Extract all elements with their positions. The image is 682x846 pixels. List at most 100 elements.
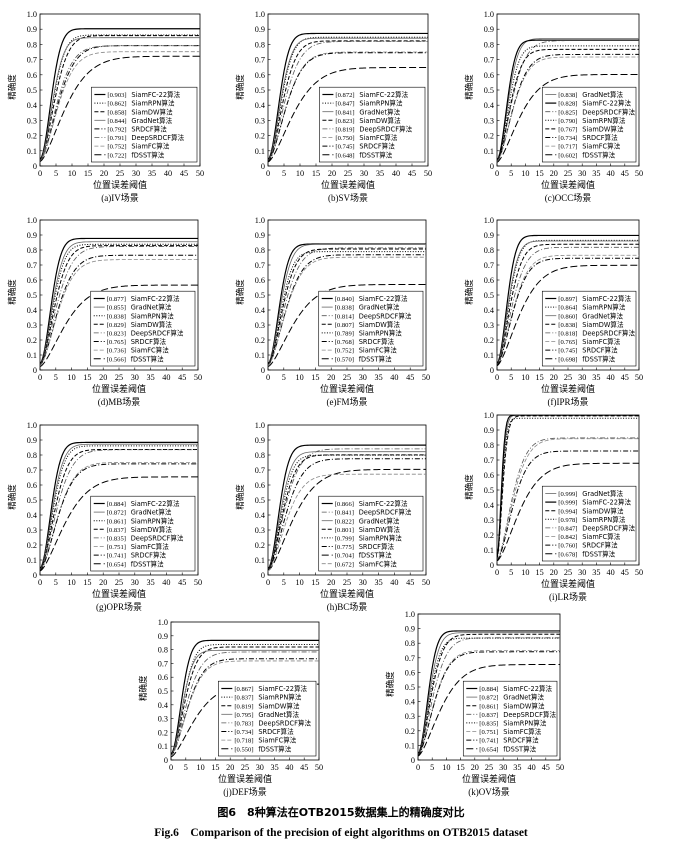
- series-line: [418, 637, 560, 756]
- x-tick-label: 30: [499, 763, 507, 772]
- legend-value-label: [0.765]: [107, 339, 126, 346]
- x-tick-label: 30: [360, 169, 368, 178]
- series-line: [40, 35, 200, 162]
- x-tick-label: 0: [495, 169, 499, 178]
- x-tick-label: 30: [256, 763, 264, 772]
- chart-panel-9: 0 0.1 0.2 0.3 0.4 0.5 0.6 0.7 0.8 0.9 1.0 0 5 10 15 20 2…: [464, 411, 643, 602]
- legend-value-label: [0.717]: [558, 144, 577, 151]
- y-tick-label: 0: [490, 561, 494, 570]
- y-tick-label: 0.2: [27, 541, 37, 550]
- legend-value-label: [0.847]: [335, 101, 354, 108]
- x-tick-label: 25: [564, 169, 572, 178]
- x-axis-label: 位置误差阈值: [320, 383, 374, 395]
- x-tick-label: 40: [390, 373, 398, 382]
- chart-panel-6: 0 0.1 0.2 0.3 0.4 0.5 0.6 0.7 0.8 0.9 1.0 0 5 10 15 20 2…: [464, 216, 643, 407]
- chart-panel-7: 0 0.1 0.2 0.3 0.4 0.5 0.6 0.7 0.8 0.9 1.0 0 5 10 15 20 2…: [7, 421, 202, 612]
- y-tick-label: 0.3: [484, 116, 494, 125]
- legend-series-name: SiamRPN算法: [131, 99, 175, 108]
- series-line: [40, 259, 198, 366]
- legend-series-name: SiamFC-22算法: [503, 684, 552, 693]
- chart-panel-5: 0 0.1 0.2 0.3 0.4 0.5 0.6 0.7 0.8 0.9 1.0 0 5 10 15 20 2…: [235, 216, 430, 407]
- x-axis-label: 位置误差阈值: [321, 179, 375, 191]
- series-line: [497, 415, 639, 558]
- legend-value-label: [0.847]: [558, 526, 577, 533]
- legend-box: [91, 86, 198, 163]
- figure-caption-cn: 图6 8种算法在OTB2015数据集上的精确度对比: [217, 806, 465, 819]
- series-line: [268, 468, 426, 572]
- legend-box: [318, 290, 424, 367]
- y-tick-label: 0.9: [484, 25, 494, 34]
- legend-series-name: GradNet算法: [503, 693, 544, 702]
- y-tick-label: 0.1: [255, 147, 265, 156]
- y-tick-label: 0.3: [255, 321, 265, 330]
- series-line: [497, 254, 639, 366]
- y-tick-label: 0: [164, 756, 168, 765]
- y-tick-label: 0.5: [255, 291, 265, 300]
- legend-series-name: SiamFC-22算法: [131, 90, 180, 99]
- legend-value-label: [0.570]: [335, 356, 354, 363]
- x-tick-label: 45: [180, 169, 188, 178]
- x-tick-label: 45: [406, 578, 414, 587]
- x-tick-label: 30: [578, 169, 586, 178]
- series-line: [268, 41, 428, 162]
- x-tick-label: 0: [38, 373, 42, 382]
- legend-series-name: SiamRPN算法: [131, 311, 175, 320]
- y-axis-label: 精确度: [7, 279, 18, 305]
- chart-panel-2: 0 0.1 0.2 0.3 0.4 0.5 0.6 0.7 0.8 0.9 1.0 0 5 10 15 20 2…: [235, 10, 432, 203]
- series-line: [497, 462, 639, 562]
- x-tick-label: 20: [99, 578, 107, 587]
- legend-value-label: [0.903]: [107, 92, 126, 99]
- panel-subtitle: (a)IV场景: [101, 193, 139, 203]
- x-tick-label: 10: [197, 763, 205, 772]
- legend-value-label: [0.741]: [107, 553, 126, 560]
- legend-value-label: [0.745]: [335, 144, 354, 151]
- x-tick-label: 40: [607, 169, 615, 178]
- legend-series-name: SiamRPN算法: [258, 693, 302, 702]
- series-line: [268, 284, 426, 368]
- legend-series-name: SiamRPN算法: [359, 534, 403, 543]
- y-tick-label: 0.8: [484, 246, 494, 255]
- legend-value-label: [0.790]: [558, 118, 577, 125]
- x-tick-label: 10: [296, 169, 304, 178]
- x-tick-label: 0: [495, 568, 499, 577]
- legend-value-label: [0.741]: [479, 738, 498, 745]
- x-tick-label: 10: [521, 169, 529, 178]
- legend-series-name: SiamRPN算法: [582, 116, 626, 125]
- x-tick-label: 35: [375, 373, 383, 382]
- y-tick-label: 0.4: [405, 698, 415, 707]
- legend-value-label: [0.872]: [107, 510, 126, 517]
- series-line: [171, 651, 319, 756]
- x-tick-label: 40: [285, 763, 293, 772]
- series-line: [40, 237, 198, 364]
- series-line: [40, 45, 200, 162]
- x-tick-label: 25: [344, 169, 352, 178]
- x-axis-label: 位置误差阈值: [541, 179, 595, 191]
- y-tick-label: 0.6: [27, 71, 37, 80]
- series-line: [418, 651, 560, 757]
- chart-panel-4: 0 0.1 0.2 0.3 0.4 0.5 0.6 0.7 0.8 0.9 1.0 0 5 10 15 20 2…: [7, 216, 202, 407]
- series-line: [497, 45, 639, 162]
- legend-value-label: [0.884]: [107, 501, 126, 508]
- x-tick-label: 40: [390, 578, 398, 587]
- series-line: [40, 245, 198, 366]
- x-tick-label: 50: [194, 373, 202, 382]
- legend-series-name: SiamFC算法: [582, 142, 620, 151]
- y-tick-label: 0.2: [255, 541, 265, 550]
- legend-value-label: [0.840]: [335, 296, 354, 303]
- legend-series-name: SiamFC-22算法: [359, 499, 408, 508]
- x-tick-label: 40: [607, 373, 615, 382]
- legend-value-label: [0.861]: [107, 518, 126, 525]
- y-tick-label: 0.3: [27, 116, 37, 125]
- series-line: [268, 51, 428, 162]
- legend-value-label: [0.789]: [335, 331, 354, 338]
- y-tick-label: 0.3: [255, 116, 265, 125]
- legend-box: [319, 86, 426, 163]
- y-tick-label: 0.3: [405, 712, 415, 721]
- legend-series-name: SiamFC-22算法: [582, 294, 631, 303]
- x-tick-label: 35: [147, 373, 155, 382]
- legend-value-label: [0.823]: [335, 118, 354, 125]
- x-tick-label: 25: [564, 568, 572, 577]
- x-tick-label: 10: [442, 763, 450, 772]
- series-line: [40, 461, 198, 571]
- series-line: [268, 454, 426, 571]
